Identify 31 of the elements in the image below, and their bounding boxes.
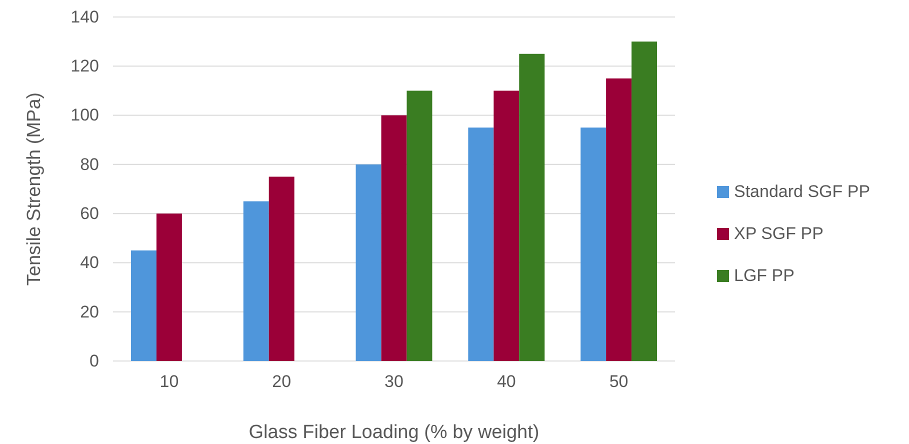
y-tick-label: 20 (80, 302, 99, 322)
y-tick-label: 40 (80, 253, 99, 272)
bar (606, 78, 632, 361)
bar (130, 250, 156, 361)
bar (356, 164, 382, 361)
bar (156, 214, 182, 361)
x-tick-label: 10 (160, 372, 179, 392)
bar (580, 128, 606, 361)
x-tick-label: 20 (272, 372, 292, 392)
bar (632, 42, 658, 361)
bar (243, 201, 269, 361)
y-tick-label: 0 (90, 351, 99, 370)
y-tick-label: 140 (70, 7, 99, 26)
x-tick-label: 30 (384, 372, 404, 392)
bar (519, 54, 545, 361)
bar (468, 128, 494, 361)
x-tick-label: 50 (609, 372, 628, 392)
legend-label: Standard SGF PP (734, 182, 870, 201)
y-tick-label: 100 (70, 106, 99, 125)
y-tick-label: 120 (70, 56, 99, 76)
y-axis-title: Tensile Strength (MPa) (24, 92, 45, 286)
y-tick-label: 60 (80, 204, 99, 224)
x-axis-title: Glass Fiber Loading (% by weight) (248, 422, 540, 443)
bar (381, 115, 407, 361)
x-tick-label: 40 (496, 372, 516, 392)
bar (494, 90, 520, 361)
legend-label: XP SGF PP (734, 224, 824, 243)
bar (406, 90, 432, 361)
legend-label: LGF PP (734, 266, 794, 285)
y-tick-label: 80 (80, 154, 99, 174)
bar (268, 176, 294, 361)
